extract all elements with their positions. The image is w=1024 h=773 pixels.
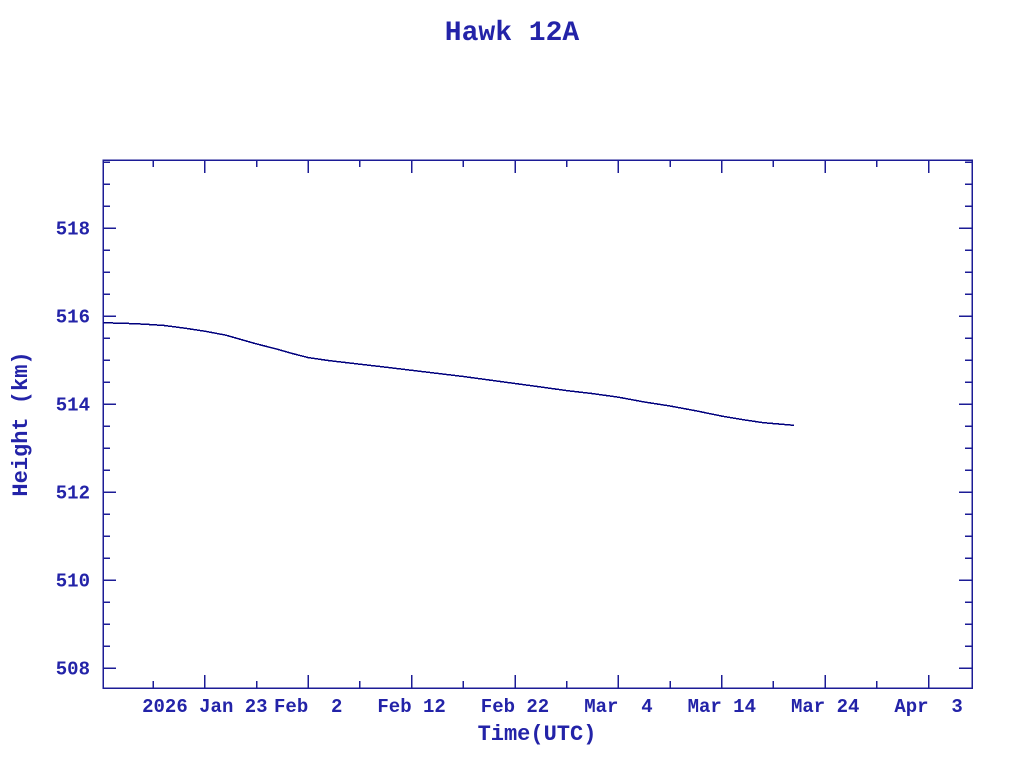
x-axis-label: Time(UTC) bbox=[478, 722, 597, 747]
plot-frame bbox=[102, 159, 973, 689]
y-tick-label: 510 bbox=[56, 571, 90, 593]
axes-frame bbox=[102, 159, 973, 689]
x-tick-label: Mar 14 bbox=[688, 696, 756, 718]
x-tick-label: Mar 24 bbox=[791, 696, 859, 718]
chart-title: Hawk 12A bbox=[445, 18, 580, 49]
y-axis-label: Height (km) bbox=[9, 351, 34, 496]
y-tick-label: 518 bbox=[56, 219, 90, 241]
tick-labels: 2026 Jan 23 Feb 2 Feb 12 Feb 22 Mar 4 Mar 14 M… bbox=[56, 219, 963, 718]
x-tick-label: Feb 12 bbox=[377, 696, 445, 718]
y-tick-label: 512 bbox=[56, 483, 90, 505]
x-tick-label: Feb 22 bbox=[481, 696, 549, 718]
series-line bbox=[103, 322, 795, 427]
x-tick-label: Mar 4 bbox=[584, 696, 652, 718]
x-tick-label: 2026 Jan 23 bbox=[142, 696, 267, 718]
data-series bbox=[103, 322, 795, 427]
x-tick-label: Feb 2 bbox=[274, 696, 342, 718]
y-tick-label: 508 bbox=[56, 659, 90, 681]
y-tick-label: 514 bbox=[56, 395, 90, 417]
x-tick-label: Apr 3 bbox=[894, 696, 962, 718]
y-tick-label: 516 bbox=[56, 307, 90, 329]
